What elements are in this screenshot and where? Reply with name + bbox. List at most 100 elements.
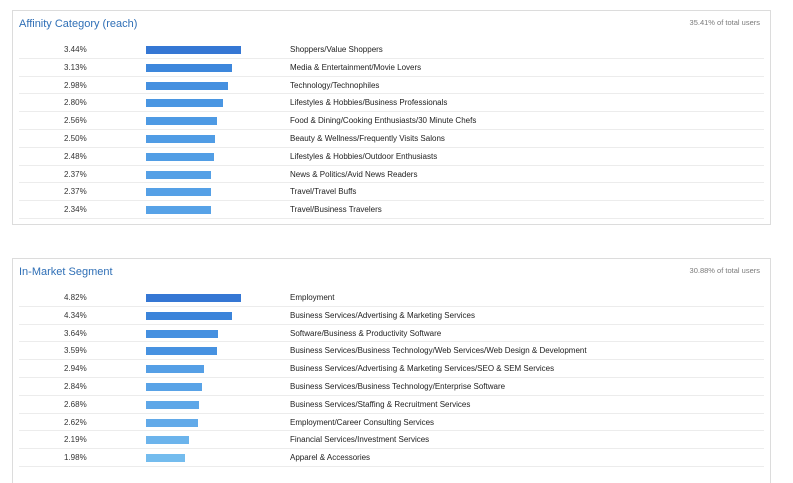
row-label: Employment xyxy=(290,293,335,302)
table-row[interactable]: 2.98% Technology/Technophiles xyxy=(19,77,764,95)
row-label: Software/Business & Productivity Softwar… xyxy=(290,328,442,338)
table-row[interactable]: 2.37% Travel/Travel Buffs xyxy=(19,183,764,202)
row-label: Shoppers/Value Shoppers xyxy=(290,45,383,54)
row-bar-track xyxy=(146,418,241,427)
row-bar-track xyxy=(146,382,241,391)
row-label: Food & Dining/Cooking Enthusiasts/30 Min… xyxy=(290,116,477,126)
row-bar xyxy=(146,454,185,463)
row-bar-track xyxy=(146,436,241,445)
row-bar xyxy=(146,46,241,54)
table-row[interactable]: 2.80% Lifestyles & Hobbies/Business Profe… xyxy=(19,94,764,113)
row-bar xyxy=(146,152,214,161)
table-row[interactable]: 2.94% Business Services/Advertising & Mar… xyxy=(19,360,764,378)
table-row[interactable]: 2.62% Employment/Career Consulting Servic… xyxy=(19,414,764,432)
row-label: Business Services/Staffing & Recruitment… xyxy=(290,399,471,409)
table-row[interactable]: 2.34% Travel/Business Travelers xyxy=(19,201,764,219)
row-label: Business Services/Advertising & Marketin… xyxy=(290,310,475,320)
row-bar xyxy=(146,347,217,356)
affinity-category-card: Affinity Category (reach) 35.41% of tota… xyxy=(12,10,771,225)
row-label: Travel/Travel Buffs xyxy=(290,187,357,197)
row-bar-track xyxy=(146,311,241,320)
inmarket-total-users: 30.88% of total users xyxy=(689,266,760,275)
row-percentage: 3.59% xyxy=(64,346,87,356)
affinity-rows: 3.44% Shoppers/Value Shoppers 3.13% Media &… xyxy=(19,41,764,219)
row-bar-track xyxy=(146,329,241,338)
row-percentage: 2.98% xyxy=(64,80,87,90)
row-percentage: 2.62% xyxy=(64,417,87,427)
table-row[interactable]: 3.44% Shoppers/Value Shoppers xyxy=(19,41,764,59)
row-bar xyxy=(146,400,199,409)
row-bar xyxy=(146,294,241,302)
table-row[interactable]: 2.68% Business Services/Staffing & Recrui… xyxy=(19,396,764,414)
row-percentage: 2.56% xyxy=(64,116,87,126)
row-bar-track xyxy=(146,152,241,161)
row-percentage: 4.82% xyxy=(64,293,87,302)
row-label: Technology/Technophiles xyxy=(290,80,380,90)
row-bar-track xyxy=(146,188,241,197)
table-row[interactable]: 2.56% Food & Dining/Cooking Enthusiasts/3… xyxy=(19,112,764,130)
table-row[interactable]: 4.82% Employment xyxy=(19,289,764,307)
table-row[interactable]: 2.48% Lifestyles & Hobbies/Outdoor Enthus… xyxy=(19,148,764,166)
row-bar-track xyxy=(146,454,241,463)
table-row[interactable]: 3.13% Media & Entertainment/Movie Lovers xyxy=(19,59,764,77)
row-label: Business Services/Business Technology/En… xyxy=(290,381,506,391)
row-percentage: 2.84% xyxy=(64,381,87,391)
affinity-category-title[interactable]: Affinity Category (reach) xyxy=(19,18,138,30)
affinity-total-users: 35.41% of total users xyxy=(689,18,760,27)
row-percentage: 4.34% xyxy=(64,310,87,320)
row-label: Lifestyles & Hobbies/Outdoor Enthusiasts xyxy=(290,151,438,161)
row-bar-track xyxy=(146,365,241,374)
row-percentage: 1.98% xyxy=(64,453,87,463)
row-bar xyxy=(146,329,218,338)
row-label: Financial Services/Investment Services xyxy=(290,435,430,445)
row-label: Lifestyles & Hobbies/Business Profession… xyxy=(290,98,448,108)
row-bar xyxy=(146,188,211,197)
row-percentage: 2.80% xyxy=(64,98,87,108)
row-bar xyxy=(146,436,189,445)
in-market-segment-title[interactable]: In-Market Segment xyxy=(19,266,113,278)
row-bar xyxy=(146,63,232,72)
row-bar-track xyxy=(146,117,241,126)
row-percentage: 3.44% xyxy=(64,45,87,54)
row-percentage: 2.50% xyxy=(64,133,87,143)
table-row[interactable]: 2.37% News & Politics/Avid News Readers xyxy=(19,166,764,184)
row-label: Employment/Career Consulting Services xyxy=(290,417,435,427)
row-percentage: 2.34% xyxy=(64,205,87,215)
row-bar-track xyxy=(146,294,241,302)
row-bar xyxy=(146,418,198,427)
row-label: Business Services/Business Technology/We… xyxy=(290,346,587,356)
row-percentage: 3.64% xyxy=(64,328,87,338)
row-bar-track xyxy=(146,170,241,179)
row-bar xyxy=(146,365,204,374)
row-bar xyxy=(146,117,217,126)
row-percentage: 2.19% xyxy=(64,435,87,445)
row-label: Beauty & Wellness/Frequently Visits Salo… xyxy=(290,133,445,143)
row-percentage: 3.13% xyxy=(64,62,87,72)
row-bar xyxy=(146,99,223,108)
table-row[interactable]: 2.50% Beauty & Wellness/Frequently Visits… xyxy=(19,130,764,148)
row-bar-track xyxy=(146,63,241,72)
row-label: News & Politics/Avid News Readers xyxy=(290,169,418,179)
row-bar xyxy=(146,206,211,215)
row-label: Travel/Business Travelers xyxy=(290,205,382,215)
table-row[interactable]: 1.98% Apparel & Accessories xyxy=(19,449,764,467)
row-bar xyxy=(146,81,228,90)
row-bar xyxy=(146,382,202,391)
row-label: Apparel & Accessories xyxy=(290,453,371,463)
table-row[interactable]: 4.34% Business Services/Advertising & Mar… xyxy=(19,307,764,325)
in-market-segment-card: In-Market Segment 30.88% of total users … xyxy=(12,258,771,483)
table-row[interactable]: 2.84% Business Services/Business Technolo… xyxy=(19,378,764,396)
row-percentage: 2.37% xyxy=(64,169,87,179)
row-percentage: 2.48% xyxy=(64,151,87,161)
row-bar-track xyxy=(146,134,241,143)
row-bar-track xyxy=(146,81,241,90)
row-bar-track xyxy=(146,46,241,54)
table-row[interactable]: 3.59% Business Services/Business Technolo… xyxy=(19,342,764,361)
row-bar xyxy=(146,311,232,320)
table-row[interactable]: 2.19% Financial Services/Investment Servi… xyxy=(19,431,764,450)
row-bar xyxy=(146,170,211,179)
row-bar-track xyxy=(146,206,241,215)
table-row[interactable]: 3.64% Software/Business & Productivity So… xyxy=(19,325,764,343)
row-bar-track xyxy=(146,347,241,356)
row-label: Business Services/Advertising & Marketin… xyxy=(290,364,555,374)
